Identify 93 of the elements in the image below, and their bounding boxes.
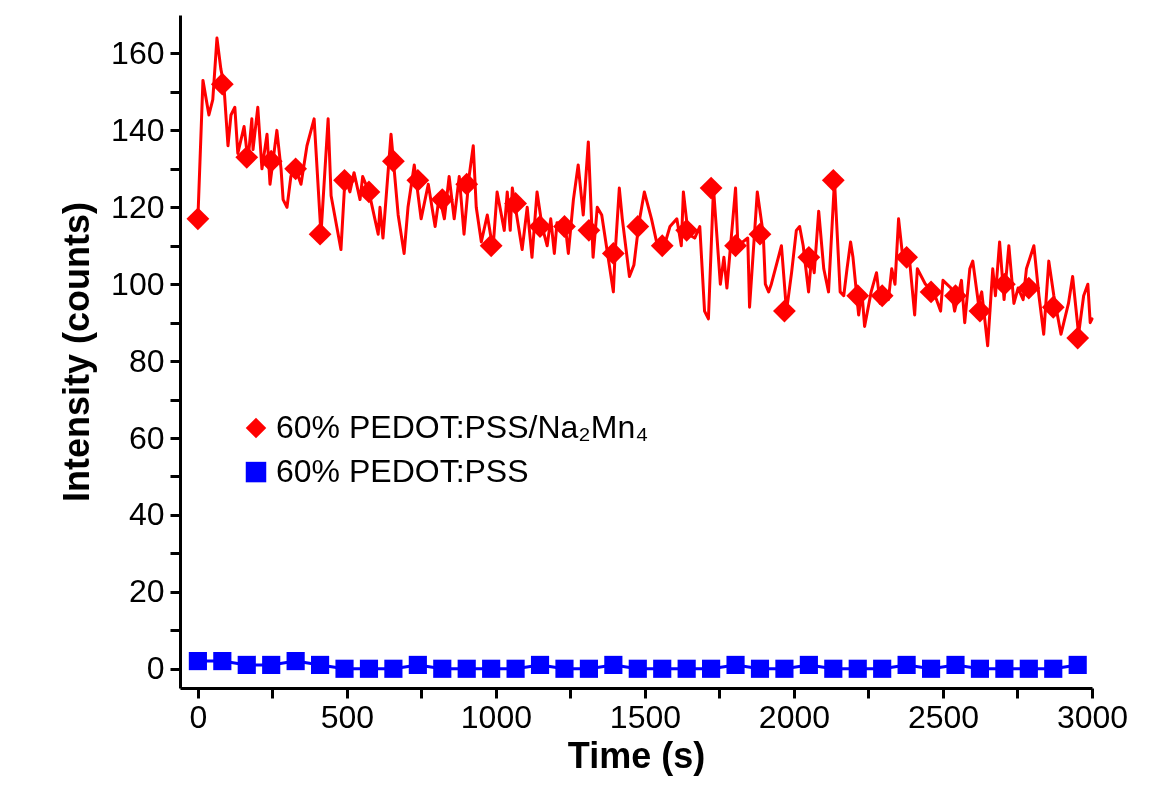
point bbox=[653, 659, 672, 678]
y-tick-label: 140 bbox=[111, 111, 165, 148]
point bbox=[555, 659, 574, 678]
point bbox=[384, 659, 403, 678]
point bbox=[335, 659, 354, 678]
x-axis-title: Time (s) bbox=[567, 734, 706, 776]
point bbox=[357, 180, 381, 204]
y-tick-label: 80 bbox=[128, 342, 165, 379]
y-tick-label: 160 bbox=[111, 34, 165, 71]
x-tick-label: 3000 bbox=[1056, 698, 1129, 735]
point bbox=[235, 145, 259, 169]
point bbox=[773, 299, 796, 323]
point bbox=[528, 215, 552, 238]
point bbox=[702, 659, 721, 678]
point bbox=[259, 149, 283, 173]
point bbox=[504, 192, 527, 215]
point bbox=[433, 659, 452, 678]
legend-label: 60% PEDOT:PSS bbox=[276, 453, 529, 490]
y-tick-label: 100 bbox=[111, 265, 165, 302]
point bbox=[846, 284, 870, 308]
point bbox=[381, 149, 405, 173]
point bbox=[626, 215, 650, 238]
point bbox=[479, 234, 503, 258]
point bbox=[970, 659, 990, 678]
point bbox=[748, 222, 772, 246]
point bbox=[186, 207, 210, 231]
y-tick-label: 120 bbox=[111, 188, 165, 225]
point bbox=[797, 245, 821, 269]
x-tick-label: 2000 bbox=[758, 698, 831, 735]
point bbox=[333, 168, 356, 192]
point bbox=[873, 659, 892, 678]
point bbox=[506, 659, 525, 678]
point bbox=[579, 659, 598, 678]
point bbox=[724, 234, 747, 258]
y-tick-label: 60 bbox=[128, 419, 165, 456]
point bbox=[286, 652, 305, 671]
point bbox=[577, 218, 601, 242]
point bbox=[775, 659, 794, 678]
point bbox=[530, 655, 550, 675]
point bbox=[921, 659, 941, 678]
point bbox=[726, 655, 745, 675]
point bbox=[1044, 659, 1063, 678]
point bbox=[213, 652, 232, 671]
point bbox=[677, 659, 696, 678]
point bbox=[824, 659, 843, 678]
point bbox=[895, 245, 919, 269]
x-tick-label: 500 bbox=[320, 698, 375, 735]
point bbox=[457, 659, 476, 678]
point bbox=[821, 168, 845, 192]
point bbox=[1066, 326, 1090, 350]
y-tick-label: 0 bbox=[146, 650, 165, 687]
point bbox=[308, 222, 332, 246]
point bbox=[675, 218, 699, 242]
point bbox=[210, 72, 234, 96]
point bbox=[188, 652, 207, 671]
point bbox=[946, 655, 965, 675]
point bbox=[628, 659, 647, 678]
point bbox=[750, 659, 770, 678]
point bbox=[430, 188, 454, 211]
point bbox=[262, 655, 281, 675]
point bbox=[601, 242, 625, 265]
point bbox=[699, 176, 723, 200]
point bbox=[359, 659, 379, 678]
x-tick-label: 2500 bbox=[907, 698, 980, 735]
point bbox=[408, 655, 427, 675]
point bbox=[919, 280, 943, 304]
point bbox=[650, 234, 674, 258]
point bbox=[1017, 276, 1041, 300]
y-tick-label: 40 bbox=[128, 496, 165, 533]
y-axis-title: Intensity (counts) bbox=[56, 201, 98, 503]
point bbox=[799, 655, 818, 675]
point bbox=[897, 655, 916, 675]
point bbox=[455, 172, 479, 196]
point bbox=[604, 655, 623, 675]
point bbox=[1041, 295, 1065, 319]
point bbox=[406, 168, 430, 192]
point bbox=[237, 655, 256, 675]
point bbox=[944, 284, 967, 308]
point bbox=[870, 284, 894, 308]
y-tick-label: 20 bbox=[128, 573, 165, 610]
x-tick-label: 1000 bbox=[460, 698, 533, 735]
point bbox=[482, 659, 501, 678]
x-tick-label: 0 bbox=[189, 698, 208, 735]
point bbox=[284, 157, 308, 181]
point bbox=[968, 299, 992, 323]
point bbox=[995, 659, 1014, 678]
point bbox=[1068, 655, 1087, 675]
legend-label: 60% PEDOT:PSS/Na₂Mn₄ bbox=[276, 409, 649, 446]
point bbox=[311, 655, 330, 675]
point bbox=[553, 215, 576, 238]
x-tick-label: 1500 bbox=[609, 698, 682, 735]
point bbox=[1019, 659, 1038, 678]
point bbox=[848, 659, 867, 678]
